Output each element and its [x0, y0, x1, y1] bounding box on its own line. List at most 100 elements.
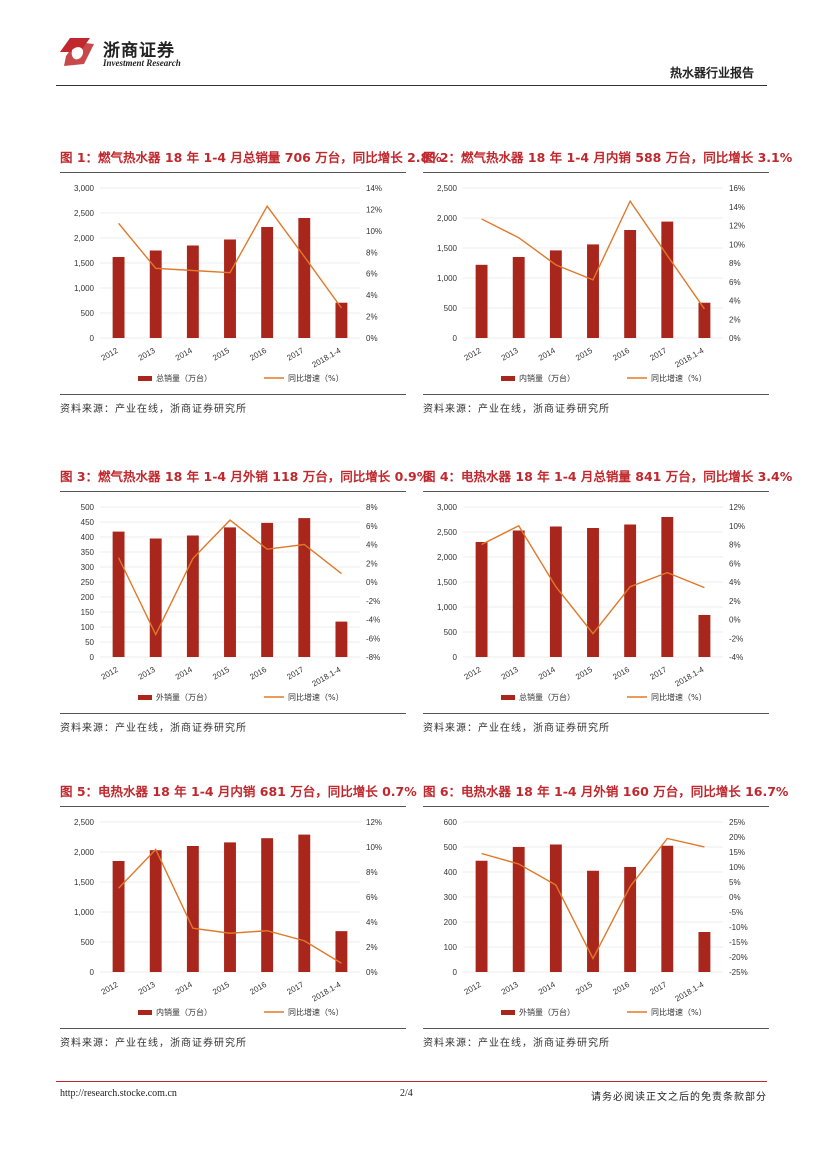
x-tick-label: 2012: [463, 665, 483, 682]
bar: [335, 302, 348, 338]
chart-title: 图 5：电热水器 18 年 1-4 月内销 681 万台，同比增长 0.7%: [60, 784, 417, 807]
footer-url[interactable]: http://research.stocke.com.cn: [60, 1088, 177, 1099]
y2-tick-label: 12%: [729, 503, 745, 512]
y-tick-label: 100: [444, 943, 458, 952]
bar: [661, 517, 674, 657]
y-tick-label: 0: [90, 334, 95, 343]
y-tick-label: 450: [81, 518, 95, 527]
y-tick-label: 500: [81, 938, 95, 947]
x-tick-label: 2013: [137, 980, 157, 997]
x-tick-label: 2014: [174, 346, 194, 363]
y-tick-label: 3,000: [437, 503, 458, 512]
chart-source: 资料来源：产业在线，浙商证券研究所: [60, 713, 406, 734]
y2-tick-label: 10%: [729, 863, 745, 872]
chart-area: 0 500 1,000 1,500 2,000 2,500 3,000 0% 2% 4% 6% 8% 1…: [60, 176, 406, 394]
y-tick-label: 50: [85, 638, 94, 647]
y-tick-label: 0: [90, 968, 95, 977]
y2-tick-label: 6%: [729, 278, 741, 287]
y2-tick-label: 16%: [729, 184, 745, 193]
y-tick-label: 500: [81, 309, 95, 318]
y2-tick-label: 10%: [366, 227, 382, 236]
legend-line-label: 同比增速（%）: [651, 373, 707, 383]
chart-source: 资料来源：产业在线，浙商证券研究所: [423, 1028, 769, 1049]
y2-tick-label: 8%: [366, 868, 378, 877]
y2-tick-label: -4%: [729, 653, 743, 662]
y-tick-label: 2,500: [74, 209, 95, 218]
bar: [475, 860, 488, 972]
y2-tick-label: 2%: [366, 943, 378, 952]
y2-tick-label: 8%: [729, 541, 741, 550]
bar-line-chart: 0 100 200 300 400 500 600 -25% -20% -15% -10% -5% 0%…: [444, 818, 748, 1017]
y-tick-label: 1,500: [437, 578, 458, 587]
x-tick-label: 2016: [248, 346, 268, 363]
legend-bar-label: 内销量（万台）: [519, 373, 575, 383]
bar: [186, 846, 199, 972]
bar: [587, 528, 599, 657]
legend-line-label: 同比增速（%）: [651, 692, 707, 702]
bar: [298, 218, 311, 338]
y-tick-label: 1,000: [437, 603, 458, 612]
y2-tick-label: 4%: [729, 578, 741, 587]
chart-title: 图 4：电热水器 18 年 1-4 月总销量 841 万台，同比增长 3.4%: [423, 469, 792, 492]
bar: [624, 230, 637, 338]
x-tick-label: 2018.1-4: [674, 980, 706, 1004]
growth-line: [481, 837, 705, 961]
y2-tick-label: 12%: [366, 818, 382, 827]
y-tick-label: 0: [90, 653, 95, 662]
y2-tick-label: 6%: [366, 893, 378, 902]
x-tick-label: 2013: [137, 665, 157, 682]
bar: [549, 526, 562, 657]
x-tick-label: 2015: [574, 346, 594, 363]
page-number: 2/4: [400, 1088, 413, 1099]
chart-area: 0 100 200 300 400 500 600 -25% -20% -15% -10% -5% 0%…: [423, 810, 769, 1028]
bar: [549, 844, 562, 972]
bar: [475, 264, 488, 338]
bar: [112, 861, 125, 972]
chart-source: 资料来源：产业在线，浙商证券研究所: [60, 1028, 406, 1049]
chart-source: 资料来源：产业在线，浙商证券研究所: [423, 394, 769, 415]
legend-bar-swatch: [138, 695, 152, 700]
y2-tick-label: 0%: [729, 616, 741, 625]
bar: [624, 524, 637, 657]
x-tick-label: 2018.1-4: [311, 980, 343, 1004]
y2-tick-label: 0%: [366, 334, 378, 343]
bar-line-chart: 0 500 1,000 1,500 2,000 2,500 3,000 -4% -2% 0% 2% 4…: [437, 503, 745, 702]
bar: [186, 245, 199, 338]
chart-title: 图 6：电热水器 18 年 1-4 月外销 160 万台，同比增长 16.7%: [423, 784, 788, 807]
x-tick-label: 2016: [611, 346, 631, 363]
y-tick-label: 2,500: [437, 528, 458, 537]
y-tick-label: 2,000: [437, 553, 458, 562]
bar: [661, 221, 674, 338]
y-tick-label: 400: [444, 868, 458, 877]
y-tick-label: 2,500: [437, 184, 458, 193]
bar: [186, 535, 199, 657]
bar-line-chart: 0 500 1,000 1,500 2,000 2,500 3,000 0% 2% 4% 6% 8% 1…: [74, 184, 382, 383]
growth-line: [118, 204, 342, 309]
y2-tick-label: 0%: [729, 893, 741, 902]
legend-bar-label: 外销量（万台）: [519, 1007, 575, 1017]
bar: [149, 250, 162, 338]
footer-divider: [56, 1081, 767, 1082]
x-tick-label: 2016: [248, 980, 268, 997]
y-tick-label: 200: [444, 918, 458, 927]
bar: [587, 244, 599, 338]
y2-tick-label: 0%: [366, 578, 378, 587]
y2-tick-label: -2%: [366, 597, 380, 606]
y-tick-label: 1,000: [74, 284, 95, 293]
chart-title: 图 1：燃气热水器 18 年 1-4 月总销量 706 万台，同比增长 2.8%: [60, 150, 442, 173]
bar: [149, 850, 162, 972]
company-subtitle: Investment Research: [103, 58, 181, 68]
y2-tick-label: -5%: [729, 908, 743, 917]
y2-tick-label: 10%: [729, 522, 745, 531]
y2-tick-label: 10%: [729, 240, 745, 249]
y2-tick-label: 15%: [729, 848, 745, 857]
bar: [512, 257, 525, 338]
x-tick-label: 2016: [611, 980, 631, 997]
bar: [512, 847, 525, 972]
y2-tick-label: 6%: [366, 270, 378, 279]
bar: [112, 257, 125, 338]
bar: [698, 614, 711, 657]
chart-source: 资料来源：产业在线，浙商证券研究所: [423, 713, 769, 734]
chart-area: 0 500 1,000 1,500 2,000 2,500 0% 2% 4% 6% 8% 10% 12%…: [60, 810, 406, 1028]
y2-tick-label: 2%: [366, 313, 378, 322]
